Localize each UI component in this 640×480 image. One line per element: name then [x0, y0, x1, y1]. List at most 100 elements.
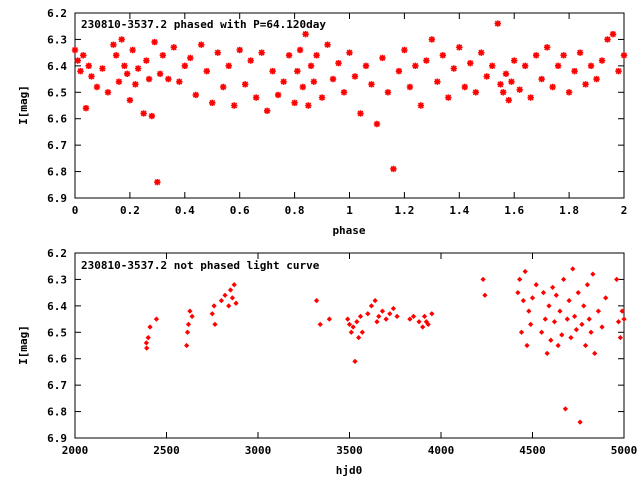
- data-point: [291, 99, 298, 107]
- data-point: [357, 313, 364, 320]
- axis-ticks: 2000 2500 3000 3500 4000 4500 5000 6.2 6.3 6.4 6.5…: [47, 247, 637, 457]
- data-point: [584, 282, 591, 288]
- y-tick-label: 6.5: [47, 326, 67, 339]
- x-axis-label: hjd0: [336, 464, 363, 477]
- data-point: [528, 321, 534, 327]
- data-point: [222, 292, 228, 298]
- data-point: [241, 81, 249, 88]
- data-point: [575, 290, 581, 296]
- data-point: [143, 57, 150, 64]
- data-point: [620, 52, 628, 59]
- y-tick-label: 6.3: [47, 33, 67, 46]
- data-point: [359, 329, 365, 335]
- data-point: [619, 308, 625, 314]
- data-point: [231, 102, 238, 109]
- data-point: [226, 303, 232, 309]
- data-point: [417, 102, 425, 109]
- data-point: [121, 62, 128, 70]
- data-point: [229, 295, 236, 301]
- data-point: [517, 276, 523, 283]
- data-point: [559, 332, 565, 338]
- x-tick-label: 0.8: [285, 204, 305, 217]
- data-point: [345, 316, 351, 322]
- data-point: [354, 319, 360, 325]
- data-point: [546, 303, 552, 309]
- data-point: [500, 89, 507, 96]
- data-point: [132, 81, 139, 88]
- data-point: [212, 321, 218, 327]
- data-point: [394, 313, 400, 320]
- data-point: [88, 73, 95, 80]
- data-point: [198, 41, 205, 48]
- data-point: [549, 83, 556, 91]
- chart-title: 230810-3537.2 not phased light curve: [81, 259, 320, 272]
- data-point: [218, 297, 225, 304]
- data-point: [609, 30, 617, 38]
- data-point: [184, 329, 191, 335]
- data-point: [420, 324, 426, 330]
- data-point: [592, 350, 598, 357]
- x-tick-label: 3000: [245, 444, 272, 457]
- data-point: [374, 319, 380, 325]
- data-point: [539, 329, 545, 335]
- y-axis-label: I[mag]: [17, 85, 30, 125]
- data-point: [299, 83, 307, 91]
- data-point: [310, 78, 318, 85]
- data-point: [560, 276, 567, 283]
- data-point: [176, 78, 183, 85]
- data-point: [82, 104, 90, 112]
- data-point: [296, 46, 304, 54]
- axis-ticks: 0 0.2 0.4 0.6 0.8 1 1.2 1.4 1.6 1.8 2 6.2 6.3 6.4 6.5 6…: [47, 7, 627, 217]
- y-tick-label: 6.7: [47, 379, 67, 392]
- data-point: [159, 52, 167, 59]
- data-point: [515, 290, 521, 296]
- y-tick-label: 6.4: [47, 60, 67, 73]
- data-point: [368, 303, 375, 309]
- data-point: [390, 165, 397, 173]
- data-point: [350, 324, 356, 330]
- data-point: [416, 319, 422, 325]
- x-tick-label: 1.2: [394, 204, 414, 217]
- data-point: [145, 334, 151, 341]
- data-point: [357, 110, 364, 117]
- data-point: [352, 358, 358, 364]
- data-point: [313, 297, 320, 304]
- x-tick-label: 1.8: [559, 204, 579, 217]
- x-tick-label: 2: [621, 204, 628, 217]
- data-point: [505, 97, 512, 104]
- data-point: [80, 52, 87, 59]
- y-tick-label: 6.9: [47, 192, 67, 205]
- data-point: [544, 350, 550, 357]
- x-tick-label: 1.6: [504, 204, 524, 217]
- x-tick-label: 3500: [336, 444, 363, 457]
- data-point: [274, 91, 282, 99]
- data-point: [99, 65, 106, 72]
- y-tick-label: 6.3: [47, 273, 67, 286]
- data-point: [603, 295, 609, 301]
- data-point: [423, 57, 430, 64]
- data-point: [412, 62, 419, 70]
- data-point: [526, 308, 532, 314]
- x-tick-label: 0.4: [175, 204, 195, 217]
- data-point: [573, 327, 580, 333]
- data-point: [614, 276, 620, 283]
- data-point: [313, 52, 320, 59]
- y-tick-label: 6.4: [47, 300, 67, 313]
- data-point: [317, 321, 323, 327]
- data-point: [615, 67, 622, 75]
- data-point: [365, 311, 371, 317]
- data-point: [85, 62, 92, 70]
- data-point: [511, 57, 518, 64]
- data-point: [588, 329, 594, 335]
- data-point: [187, 54, 194, 62]
- x-tick-label: 4500: [519, 444, 546, 457]
- data-point: [115, 78, 123, 85]
- data-point: [373, 120, 381, 128]
- x-tick-label: 2000: [62, 444, 89, 457]
- data-point: [555, 342, 561, 349]
- data-point: [318, 94, 326, 101]
- data-point: [564, 316, 570, 322]
- data-point: [543, 44, 551, 51]
- data-point: [586, 316, 592, 322]
